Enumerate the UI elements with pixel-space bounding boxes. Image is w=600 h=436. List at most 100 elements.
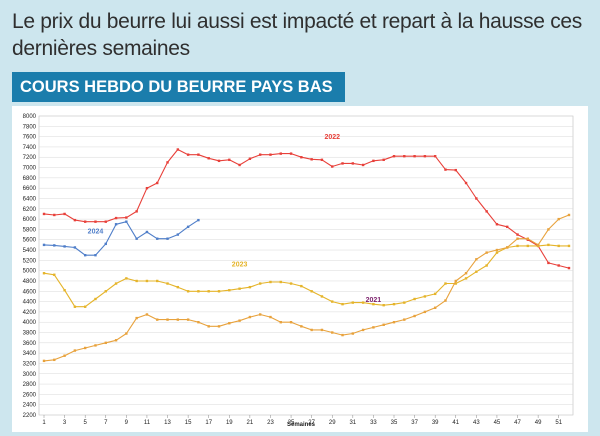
y-tick-label: 3200 bbox=[23, 361, 37, 367]
y-tick-label: 7800 bbox=[23, 124, 37, 130]
data-point bbox=[547, 243, 550, 247]
data-point bbox=[413, 297, 416, 301]
x-tick-label: 1 bbox=[42, 420, 46, 426]
data-point bbox=[485, 264, 488, 267]
x-tick-label: 23 bbox=[267, 420, 274, 426]
y-tick-label: 5800 bbox=[23, 227, 37, 233]
data-point bbox=[207, 290, 210, 293]
data-point bbox=[289, 282, 293, 285]
series-2023 bbox=[42, 243, 571, 308]
data-point bbox=[53, 358, 56, 362]
series-labels: 2022 2024 2023 2021 bbox=[88, 134, 382, 304]
line-chart: 2200 2400 2600 2800 3000 3200 3400 3600 3800 4000… bbox=[23, 114, 574, 428]
data-point bbox=[166, 282, 169, 285]
x-tick-label: 35 bbox=[391, 420, 398, 426]
data-point bbox=[526, 244, 530, 248]
data-point bbox=[516, 237, 519, 240]
data-point bbox=[63, 354, 66, 357]
y-tick-label: 2600 bbox=[23, 392, 37, 398]
data-point bbox=[341, 333, 344, 337]
data-point bbox=[248, 315, 252, 319]
y-tick-label: 5400 bbox=[23, 248, 37, 254]
data-point bbox=[320, 158, 324, 162]
y-tick-label: 3600 bbox=[23, 341, 37, 347]
data-point bbox=[186, 318, 190, 321]
data-point bbox=[433, 155, 437, 158]
data-point bbox=[186, 290, 190, 293]
data-point bbox=[464, 181, 468, 185]
data-point bbox=[279, 280, 282, 284]
data-point bbox=[125, 216, 128, 219]
x-tick-label: 49 bbox=[535, 420, 542, 426]
data-point bbox=[248, 157, 252, 160]
y-tick-label: 8000 bbox=[23, 114, 37, 120]
data-point bbox=[73, 349, 77, 352]
data-point bbox=[547, 261, 550, 265]
data-point bbox=[217, 159, 221, 163]
data-point bbox=[269, 280, 272, 284]
data-point bbox=[145, 186, 149, 190]
x-tick-label: 3 bbox=[63, 420, 67, 426]
x-tick-label: 19 bbox=[226, 420, 233, 426]
data-point bbox=[320, 328, 324, 332]
series-lines bbox=[42, 148, 571, 363]
data-point bbox=[300, 325, 303, 328]
series-2024 bbox=[42, 218, 200, 257]
series-line-2021 bbox=[43, 214, 570, 362]
data-point bbox=[125, 277, 128, 280]
x-tick-label: 9 bbox=[125, 420, 129, 426]
y-tick-label: 7200 bbox=[23, 155, 37, 161]
data-point bbox=[104, 341, 107, 345]
data-point bbox=[176, 233, 180, 236]
data-point bbox=[382, 158, 385, 162]
data-point bbox=[166, 161, 169, 164]
data-point bbox=[464, 277, 468, 280]
y-tick-label: 4400 bbox=[23, 300, 37, 306]
data-point bbox=[104, 290, 107, 293]
data-point bbox=[42, 212, 46, 216]
data-point bbox=[444, 168, 447, 171]
y-tick-label: 5200 bbox=[23, 258, 37, 264]
data-point bbox=[135, 210, 138, 213]
series-2022 bbox=[42, 148, 571, 270]
data-point bbox=[495, 248, 499, 252]
data-point bbox=[63, 289, 66, 292]
series-label-2022: 2022 bbox=[324, 134, 340, 141]
y-tick-label: 7000 bbox=[23, 166, 37, 172]
data-point bbox=[331, 300, 334, 303]
data-point bbox=[557, 244, 560, 248]
data-point bbox=[156, 181, 159, 185]
data-point bbox=[372, 326, 375, 329]
series-label-2023: 2023 bbox=[232, 262, 248, 269]
data-point bbox=[464, 272, 468, 275]
data-point bbox=[145, 279, 149, 283]
series-line-2024 bbox=[43, 219, 199, 256]
data-point bbox=[567, 244, 571, 248]
data-point bbox=[197, 218, 200, 222]
data-point bbox=[279, 321, 282, 324]
data-point bbox=[42, 359, 46, 363]
data-point bbox=[557, 217, 560, 221]
data-point bbox=[423, 295, 427, 298]
data-point bbox=[83, 253, 87, 257]
data-point bbox=[238, 319, 241, 322]
data-point bbox=[114, 282, 118, 285]
data-point bbox=[310, 290, 313, 293]
data-point bbox=[506, 225, 509, 229]
data-point bbox=[73, 246, 77, 249]
y-tick-label: 2800 bbox=[23, 382, 37, 388]
data-point bbox=[42, 272, 46, 275]
y-tick-label: 3000 bbox=[23, 372, 37, 378]
data-point bbox=[372, 302, 375, 306]
data-point bbox=[403, 318, 406, 321]
y-tick-label: 5000 bbox=[23, 269, 37, 275]
data-point bbox=[485, 210, 488, 213]
data-point bbox=[83, 220, 87, 223]
data-point bbox=[433, 306, 437, 309]
data-point bbox=[403, 301, 406, 304]
data-point bbox=[125, 332, 128, 335]
y-tick-label: 6000 bbox=[23, 217, 37, 223]
data-point bbox=[176, 318, 180, 321]
data-point bbox=[258, 313, 262, 316]
data-point bbox=[156, 318, 159, 321]
